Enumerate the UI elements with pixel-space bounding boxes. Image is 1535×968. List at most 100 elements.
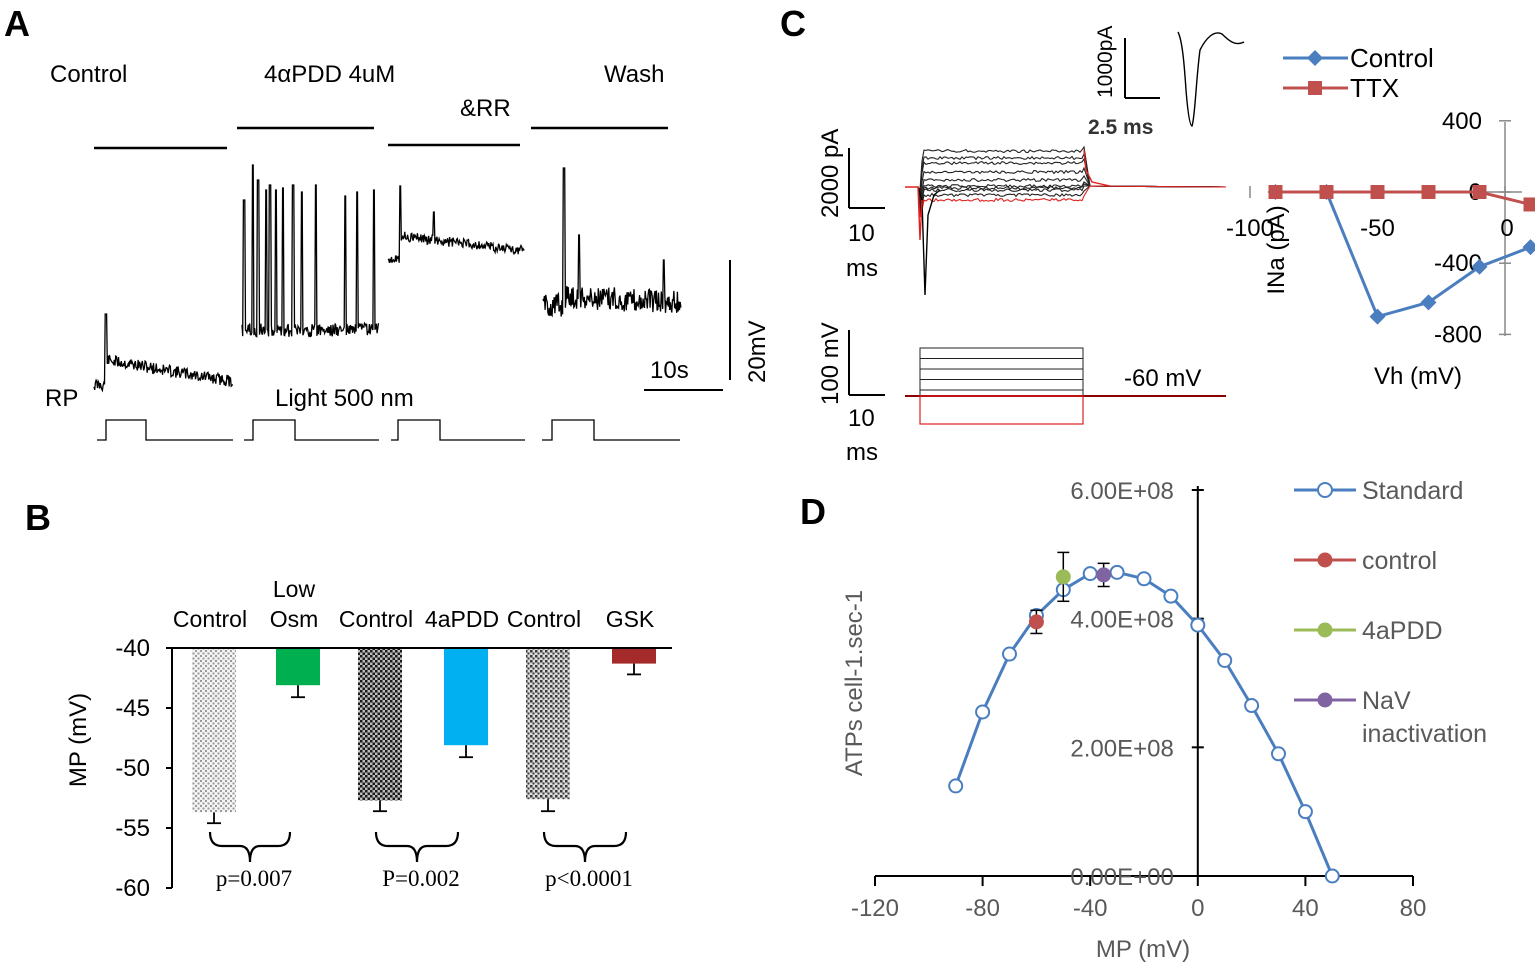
light-stimulus-traces xyxy=(97,419,680,441)
inset-sodium-spike-trace xyxy=(1177,31,1245,127)
d-standard-point xyxy=(1324,868,1340,884)
voltage-step-hyperpolarizing xyxy=(919,395,1084,425)
iv-point-ttx xyxy=(1370,185,1385,199)
d-legend-label: Standard xyxy=(1362,477,1463,505)
panel-c: C 1000pA 2.5 ms 2000 pA 10 ms 100 mV 10 … xyxy=(780,3,1535,466)
b-category-labels: Control Low Osm Control 4aPDD Control GSK xyxy=(173,576,655,632)
panel-d-letter: D xyxy=(800,491,826,532)
iv-y-tick-label: 400 xyxy=(1442,108,1482,135)
condition-control-label: Control xyxy=(50,61,127,88)
iv-series-line xyxy=(1275,190,1532,319)
current-trace xyxy=(905,166,1227,200)
d-x-tick-label: 0 xyxy=(1191,895,1204,922)
light-step-2 xyxy=(244,419,379,441)
d-standard-point xyxy=(1109,564,1125,580)
iv-series-line xyxy=(1275,190,1531,206)
b-p-value-label: p=0.007 xyxy=(216,866,292,891)
condition-rr-label: &RR xyxy=(460,95,511,122)
b-y-ticks: -40 -45 -50 -55 -60 xyxy=(115,635,172,902)
iv-point-ttx xyxy=(1472,185,1487,199)
b-significance-bracket xyxy=(542,831,628,863)
current-traces xyxy=(905,145,1227,296)
b-y-axis-label: MP (mV) xyxy=(65,693,92,787)
d-legend-marker xyxy=(1317,552,1333,568)
d-x-tick-label: 80 xyxy=(1400,895,1427,922)
b-y-tick-label: -40 xyxy=(115,635,150,662)
iv-legend-marker xyxy=(1308,81,1322,95)
sodium-current-transient xyxy=(917,186,941,296)
light-step-4 xyxy=(542,419,680,441)
voltage-step xyxy=(919,347,1084,397)
time-scale-label: 10s xyxy=(650,357,689,384)
d-standard-point xyxy=(1002,646,1017,662)
condition-4apdd-label: 4αPDD 4uM xyxy=(264,61,395,88)
iv-legend-marker xyxy=(1307,50,1323,66)
current-time-number: 10 xyxy=(848,220,875,247)
b-category-label: Control xyxy=(339,606,413,632)
b-significance-brackets: p=0.007 P=0.002 p<0.0001 xyxy=(208,831,633,891)
b-bar xyxy=(444,648,488,746)
b-significance-bracket xyxy=(208,831,292,863)
d-x-axis-label: MP (mV) xyxy=(1096,936,1190,963)
iv-x-axis-label: Vh (mV) xyxy=(1374,363,1462,390)
inset-time-scale-label: 2.5 ms xyxy=(1088,116,1153,139)
iv-series xyxy=(1267,184,1535,325)
iv-y-axis-label: INa (pA) xyxy=(1263,205,1290,294)
iv-x-tick-label: -100 xyxy=(1226,215,1274,242)
current-trace xyxy=(905,185,1227,218)
current-trace xyxy=(905,145,1227,192)
d-legend: Standard control 4aPDD NaV inactivation xyxy=(1294,477,1487,748)
iv-x-tick-label: 0 xyxy=(1500,215,1513,242)
b-category-label: Control xyxy=(507,606,581,632)
b-y-tick-label: -55 xyxy=(115,815,150,842)
iv-point-ttx xyxy=(1523,197,1535,212)
current-trace xyxy=(905,185,1227,212)
d-standard-point xyxy=(1163,588,1179,604)
trace-4apdd xyxy=(241,164,380,338)
current-trace xyxy=(905,183,1227,209)
light-step-1 xyxy=(97,419,233,441)
panel-a-letter: A xyxy=(4,3,30,44)
b-bar xyxy=(276,648,320,686)
panel-b-letter: B xyxy=(25,497,51,538)
iv-x-tick-label: -50 xyxy=(1360,215,1395,242)
current-trace xyxy=(905,174,1227,203)
d-standard-point xyxy=(1271,746,1286,762)
panel-c-letter: C xyxy=(780,3,806,44)
b-bar xyxy=(526,648,570,800)
current-trace xyxy=(905,185,1227,215)
iv-legend-label: Control xyxy=(1350,43,1434,73)
d-legend-label: inactivation xyxy=(1362,720,1487,748)
iv-point-control xyxy=(1369,308,1386,325)
condition-wash-label: Wash xyxy=(604,61,664,88)
d-y-tick-label: 4.00E+08 xyxy=(1070,607,1173,634)
b-category-label: GSK xyxy=(606,606,655,632)
d-legend-marker xyxy=(1317,622,1333,638)
iv-point-control xyxy=(1471,258,1488,275)
b-bar xyxy=(358,648,402,801)
b-category-label: Control xyxy=(173,606,247,632)
current-trace xyxy=(905,181,1227,206)
d-x-tick-label: -120 xyxy=(851,895,899,922)
iv-y-tick-label: -400 xyxy=(1434,250,1482,277)
trace-rr xyxy=(387,185,525,264)
d-y-axis-label: ATPs cell-1.sec-1 xyxy=(841,590,868,776)
d-series xyxy=(948,551,1340,884)
b-significance-bracket xyxy=(374,831,460,863)
b-bar xyxy=(192,648,236,813)
current-scale-label: 2000 pA xyxy=(817,129,844,218)
iv-ticks: -100-5004000-400-800 xyxy=(1226,108,1514,349)
d-legend-marker xyxy=(1317,482,1333,498)
iv-legend-label: TTX xyxy=(1350,73,1399,103)
d-axes: -120 -80 -40 0 40 80 0.00E+00 2.00E+08 4.00E+08 6… xyxy=(851,478,1426,922)
d-standard-point xyxy=(948,778,964,794)
current-trace xyxy=(905,157,1227,197)
b-category-label: Low xyxy=(273,576,316,602)
d-y-tick-label: 0.00E+00 xyxy=(1070,864,1173,891)
d-measured-point xyxy=(1028,614,1044,630)
d-x-tick-label: -40 xyxy=(1073,895,1108,922)
voltage-protocol-steps xyxy=(905,347,1226,425)
voltage-time-number: 10 xyxy=(848,405,875,432)
